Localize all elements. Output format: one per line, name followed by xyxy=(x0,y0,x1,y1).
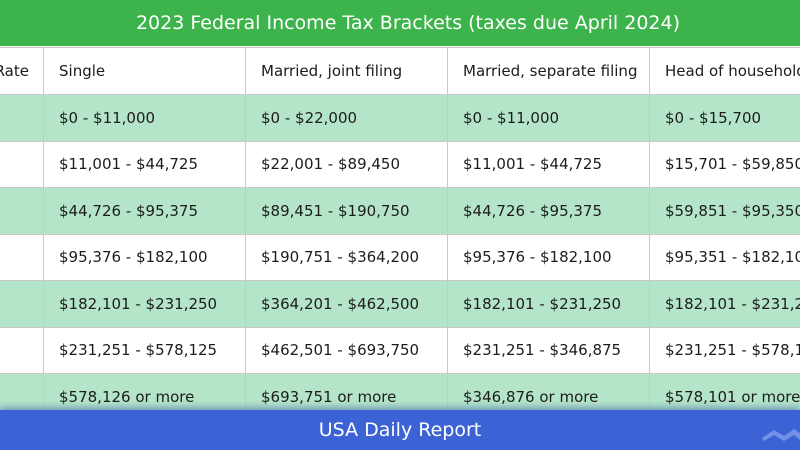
cell-married-separate: $0 - $11,000 xyxy=(447,94,650,142)
cell-head-of-household: $95,351 - $182,100 xyxy=(649,233,800,281)
table-container: Rate Single Married, joint filing Marrie… xyxy=(0,47,800,421)
table-row: $182,101 - $231,250 $364,201 - $462,500 $1… xyxy=(0,280,800,328)
cell-head-of-household: $15,701 - $59,850 xyxy=(649,140,800,188)
cell-married-joint: $0 - $22,000 xyxy=(245,94,448,142)
cell-single: $0 - $11,000 xyxy=(43,94,246,142)
footer-banner: USA Daily Report xyxy=(0,410,800,450)
title-banner: 2023 Federal Income Tax Brackets (taxes … xyxy=(0,0,800,47)
cell-rate xyxy=(0,140,44,188)
cell-single: $182,101 - $231,250 xyxy=(43,280,246,328)
table-row: $44,726 - $95,375 $89,451 - $190,750 $44,7… xyxy=(0,187,800,235)
cell-single: $11,001 - $44,725 xyxy=(43,140,246,188)
header-married-separate: Married, separate filing xyxy=(447,47,650,95)
cell-married-joint: $364,201 - $462,500 xyxy=(245,280,448,328)
cell-married-separate: $11,001 - $44,725 xyxy=(447,140,650,188)
cell-married-joint: $22,001 - $89,450 xyxy=(245,140,448,188)
cell-single: $231,251 - $578,125 xyxy=(43,326,246,374)
cell-married-separate: $182,101 - $231,250 xyxy=(447,280,650,328)
header-married-joint: Married, joint filing xyxy=(245,47,448,95)
cell-rate xyxy=(0,94,44,142)
tax-bracket-table: Rate Single Married, joint filing Marrie… xyxy=(0,47,800,421)
header-head-of-household: Head of household xyxy=(649,47,800,95)
cell-rate xyxy=(0,326,44,374)
cell-head-of-household: $231,251 - $578,100 xyxy=(649,326,800,374)
table-row: $0 - $11,000 $0 - $22,000 $0 - $11,000 $0 -… xyxy=(0,94,800,142)
cell-rate xyxy=(0,280,44,328)
header-rate: Rate xyxy=(0,47,44,95)
table-row: $231,251 - $578,125 $462,501 - $693,750 $2… xyxy=(0,326,800,374)
cell-married-separate: $44,726 - $95,375 xyxy=(447,187,650,235)
cell-single: $44,726 - $95,375 xyxy=(43,187,246,235)
cell-rate xyxy=(0,373,44,421)
table-row: $11,001 - $44,725 $22,001 - $89,450 $11,00… xyxy=(0,140,800,188)
cell-single: $95,376 - $182,100 xyxy=(43,233,246,281)
cell-married-separate: $231,251 - $346,875 xyxy=(447,326,650,374)
table-row: $95,376 - $182,100 $190,751 - $364,200 $95… xyxy=(0,233,800,281)
cell-rate xyxy=(0,233,44,281)
cell-married-joint: $462,501 - $693,750 xyxy=(245,326,448,374)
chevron-logo-icon xyxy=(762,429,800,441)
page-title: 2023 Federal Income Tax Brackets (taxes … xyxy=(135,12,681,34)
cell-head-of-household: $59,851 - $95,350 xyxy=(649,187,800,235)
cell-head-of-household: $182,101 - $231,250 xyxy=(649,280,800,328)
cell-rate xyxy=(0,187,44,235)
cell-head-of-household: $0 - $15,700 xyxy=(649,94,800,142)
table-header-row: Rate Single Married, joint filing Marrie… xyxy=(0,47,800,95)
cell-married-joint: $89,451 - $190,750 xyxy=(245,187,448,235)
cell-married-joint: $190,751 - $364,200 xyxy=(245,233,448,281)
header-single: Single xyxy=(43,47,246,95)
table-body: Rate Single Married, joint filing Marrie… xyxy=(0,47,800,421)
cell-married-separate: $95,376 - $182,100 xyxy=(447,233,650,281)
footer-label: USA Daily Report xyxy=(318,419,482,441)
